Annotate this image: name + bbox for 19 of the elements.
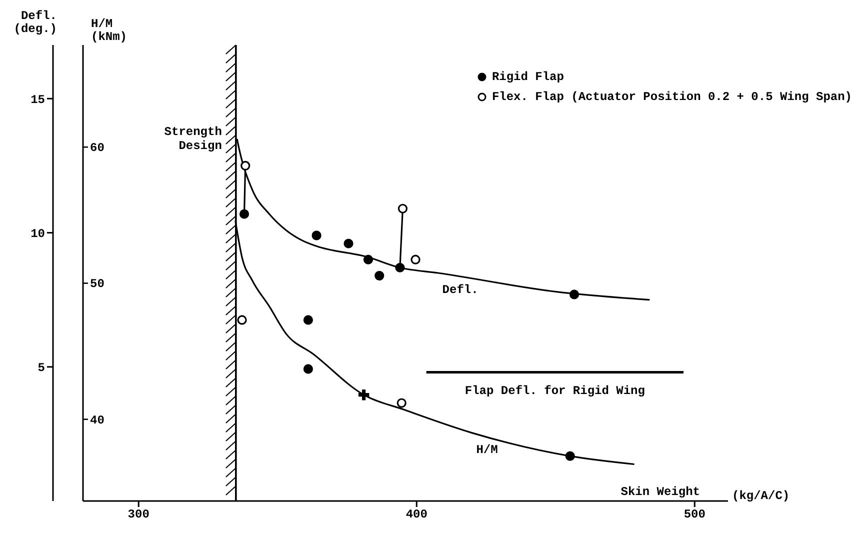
ref-line-label: Strength Design [164, 125, 222, 153]
y2-axis-title: H/M (kNm) [91, 17, 128, 44]
x-axis-title: Skin Weight [620, 485, 700, 499]
y2-tick-label: 50 [90, 277, 104, 292]
series-label: Flap Defl. for Rigid Wing [464, 384, 645, 398]
y-tick-label: 5 [38, 361, 45, 376]
x-tick-label: 500 [684, 508, 706, 522]
legend-label: Flex. Flap (Actuator Position 0.2 + 0.5 Wing Span) [492, 90, 852, 104]
y-axis-title: Defl. (deg.) [14, 9, 57, 36]
y-tick-label: 15 [30, 92, 45, 107]
x-tick-label: 400 [406, 508, 428, 522]
y2-tick-label: 60 [90, 141, 104, 156]
x-tick-label: 300 [128, 508, 150, 522]
series-label: Defl. [442, 283, 478, 297]
text: (kg/A/C) [732, 489, 790, 503]
legend-label: Rigid Flap [492, 70, 564, 84]
series-label: H/M [476, 442, 498, 457]
y2-tick-label: 40 [90, 413, 104, 428]
y-tick-label: 10 [30, 227, 45, 242]
